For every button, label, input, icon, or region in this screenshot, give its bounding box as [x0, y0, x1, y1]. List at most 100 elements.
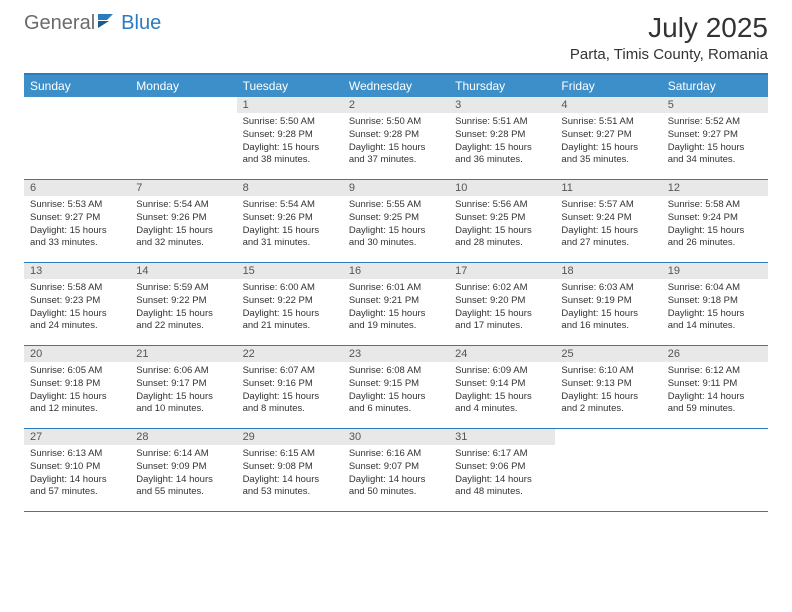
empty-cell — [130, 97, 236, 179]
day-details: Sunrise: 5:56 AMSunset: 9:25 PMDaylight:… — [449, 196, 555, 253]
week-row: 6Sunrise: 5:53 AMSunset: 9:27 PMDaylight… — [24, 180, 768, 263]
day-details: Sunrise: 5:57 AMSunset: 9:24 PMDaylight:… — [555, 196, 661, 253]
day-cell: 3Sunrise: 5:51 AMSunset: 9:28 PMDaylight… — [449, 97, 555, 179]
day-details: Sunrise: 6:06 AMSunset: 9:17 PMDaylight:… — [130, 362, 236, 419]
day-details: Sunrise: 6:16 AMSunset: 9:07 PMDaylight:… — [343, 445, 449, 502]
day-number: 31 — [449, 429, 555, 445]
day-cell: 1Sunrise: 5:50 AMSunset: 9:28 PMDaylight… — [237, 97, 343, 179]
calendar: SundayMondayTuesdayWednesdayThursdayFrid… — [24, 73, 768, 512]
day-number: 15 — [237, 263, 343, 279]
day-cell: 16Sunrise: 6:01 AMSunset: 9:21 PMDayligh… — [343, 263, 449, 345]
day-details: Sunrise: 6:13 AMSunset: 9:10 PMDaylight:… — [24, 445, 130, 502]
day-number: 20 — [24, 346, 130, 362]
weekday-header: Tuesday — [237, 75, 343, 97]
day-details: Sunrise: 5:51 AMSunset: 9:28 PMDaylight:… — [449, 113, 555, 170]
day-cell: 23Sunrise: 6:08 AMSunset: 9:15 PMDayligh… — [343, 346, 449, 428]
day-number: 16 — [343, 263, 449, 279]
weekday-header: Wednesday — [343, 75, 449, 97]
day-number: 11 — [555, 180, 661, 196]
day-number: 19 — [662, 263, 768, 279]
day-cell: 4Sunrise: 5:51 AMSunset: 9:27 PMDaylight… — [555, 97, 661, 179]
day-cell: 14Sunrise: 5:59 AMSunset: 9:22 PMDayligh… — [130, 263, 236, 345]
day-number: 2 — [343, 97, 449, 113]
day-number: 12 — [662, 180, 768, 196]
day-cell: 20Sunrise: 6:05 AMSunset: 9:18 PMDayligh… — [24, 346, 130, 428]
day-details: Sunrise: 5:54 AMSunset: 9:26 PMDaylight:… — [130, 196, 236, 253]
day-cell: 26Sunrise: 6:12 AMSunset: 9:11 PMDayligh… — [662, 346, 768, 428]
day-details: Sunrise: 6:00 AMSunset: 9:22 PMDaylight:… — [237, 279, 343, 336]
day-details: Sunrise: 6:17 AMSunset: 9:06 PMDaylight:… — [449, 445, 555, 502]
day-number: 24 — [449, 346, 555, 362]
day-details: Sunrise: 5:55 AMSunset: 9:25 PMDaylight:… — [343, 196, 449, 253]
day-cell: 28Sunrise: 6:14 AMSunset: 9:09 PMDayligh… — [130, 429, 236, 511]
day-details: Sunrise: 5:50 AMSunset: 9:28 PMDaylight:… — [237, 113, 343, 170]
day-cell: 8Sunrise: 5:54 AMSunset: 9:26 PMDaylight… — [237, 180, 343, 262]
day-number: 28 — [130, 429, 236, 445]
day-number: 13 — [24, 263, 130, 279]
week-row: 13Sunrise: 5:58 AMSunset: 9:23 PMDayligh… — [24, 263, 768, 346]
day-details: Sunrise: 5:54 AMSunset: 9:26 PMDaylight:… — [237, 196, 343, 253]
day-number: 8 — [237, 180, 343, 196]
day-number: 3 — [449, 97, 555, 113]
day-cell: 10Sunrise: 5:56 AMSunset: 9:25 PMDayligh… — [449, 180, 555, 262]
day-details: Sunrise: 5:53 AMSunset: 9:27 PMDaylight:… — [24, 196, 130, 253]
day-number: 6 — [24, 180, 130, 196]
logo-text-general: General — [24, 12, 95, 35]
day-cell: 19Sunrise: 6:04 AMSunset: 9:18 PMDayligh… — [662, 263, 768, 345]
day-number: 27 — [24, 429, 130, 445]
empty-cell — [24, 97, 130, 179]
day-cell: 27Sunrise: 6:13 AMSunset: 9:10 PMDayligh… — [24, 429, 130, 511]
week-row: 27Sunrise: 6:13 AMSunset: 9:10 PMDayligh… — [24, 429, 768, 512]
weekday-header: Thursday — [449, 75, 555, 97]
day-cell: 2Sunrise: 5:50 AMSunset: 9:28 PMDaylight… — [343, 97, 449, 179]
header: General Blue July 2025 Parta, Timis Coun… — [0, 0, 792, 67]
day-number: 25 — [555, 346, 661, 362]
day-details: Sunrise: 6:03 AMSunset: 9:19 PMDaylight:… — [555, 279, 661, 336]
day-number: 9 — [343, 180, 449, 196]
weekday-header: Monday — [130, 75, 236, 97]
day-details: Sunrise: 6:07 AMSunset: 9:16 PMDaylight:… — [237, 362, 343, 419]
logo-flag-icon — [97, 12, 119, 35]
day-details: Sunrise: 6:02 AMSunset: 9:20 PMDaylight:… — [449, 279, 555, 336]
week-row: 1Sunrise: 5:50 AMSunset: 9:28 PMDaylight… — [24, 97, 768, 180]
day-number: 29 — [237, 429, 343, 445]
day-details: Sunrise: 6:05 AMSunset: 9:18 PMDaylight:… — [24, 362, 130, 419]
empty-cell — [555, 429, 661, 511]
day-number: 4 — [555, 97, 661, 113]
day-cell: 25Sunrise: 6:10 AMSunset: 9:13 PMDayligh… — [555, 346, 661, 428]
day-details: Sunrise: 6:08 AMSunset: 9:15 PMDaylight:… — [343, 362, 449, 419]
day-number: 1 — [237, 97, 343, 113]
day-details: Sunrise: 5:59 AMSunset: 9:22 PMDaylight:… — [130, 279, 236, 336]
weekday-header: Sunday — [24, 75, 130, 97]
day-cell: 13Sunrise: 5:58 AMSunset: 9:23 PMDayligh… — [24, 263, 130, 345]
day-number: 30 — [343, 429, 449, 445]
day-details: Sunrise: 5:58 AMSunset: 9:23 PMDaylight:… — [24, 279, 130, 336]
day-number: 7 — [130, 180, 236, 196]
day-details: Sunrise: 5:51 AMSunset: 9:27 PMDaylight:… — [555, 113, 661, 170]
day-number: 23 — [343, 346, 449, 362]
day-cell: 31Sunrise: 6:17 AMSunset: 9:06 PMDayligh… — [449, 429, 555, 511]
day-number: 14 — [130, 263, 236, 279]
day-cell: 15Sunrise: 6:00 AMSunset: 9:22 PMDayligh… — [237, 263, 343, 345]
week-row: 20Sunrise: 6:05 AMSunset: 9:18 PMDayligh… — [24, 346, 768, 429]
day-cell: 22Sunrise: 6:07 AMSunset: 9:16 PMDayligh… — [237, 346, 343, 428]
logo: General Blue — [24, 12, 161, 35]
day-details: Sunrise: 6:01 AMSunset: 9:21 PMDaylight:… — [343, 279, 449, 336]
day-cell: 5Sunrise: 5:52 AMSunset: 9:27 PMDaylight… — [662, 97, 768, 179]
month-title: July 2025 — [570, 12, 768, 44]
day-details: Sunrise: 5:58 AMSunset: 9:24 PMDaylight:… — [662, 196, 768, 253]
day-cell: 7Sunrise: 5:54 AMSunset: 9:26 PMDaylight… — [130, 180, 236, 262]
day-number: 22 — [237, 346, 343, 362]
weekday-header: Saturday — [662, 75, 768, 97]
day-details: Sunrise: 6:09 AMSunset: 9:14 PMDaylight:… — [449, 362, 555, 419]
day-details: Sunrise: 6:15 AMSunset: 9:08 PMDaylight:… — [237, 445, 343, 502]
weekday-header-row: SundayMondayTuesdayWednesdayThursdayFrid… — [24, 75, 768, 97]
day-cell: 12Sunrise: 5:58 AMSunset: 9:24 PMDayligh… — [662, 180, 768, 262]
day-details: Sunrise: 6:04 AMSunset: 9:18 PMDaylight:… — [662, 279, 768, 336]
day-cell: 6Sunrise: 5:53 AMSunset: 9:27 PMDaylight… — [24, 180, 130, 262]
day-number: 18 — [555, 263, 661, 279]
empty-cell — [662, 429, 768, 511]
day-cell: 9Sunrise: 5:55 AMSunset: 9:25 PMDaylight… — [343, 180, 449, 262]
day-cell: 21Sunrise: 6:06 AMSunset: 9:17 PMDayligh… — [130, 346, 236, 428]
day-details: Sunrise: 5:50 AMSunset: 9:28 PMDaylight:… — [343, 113, 449, 170]
